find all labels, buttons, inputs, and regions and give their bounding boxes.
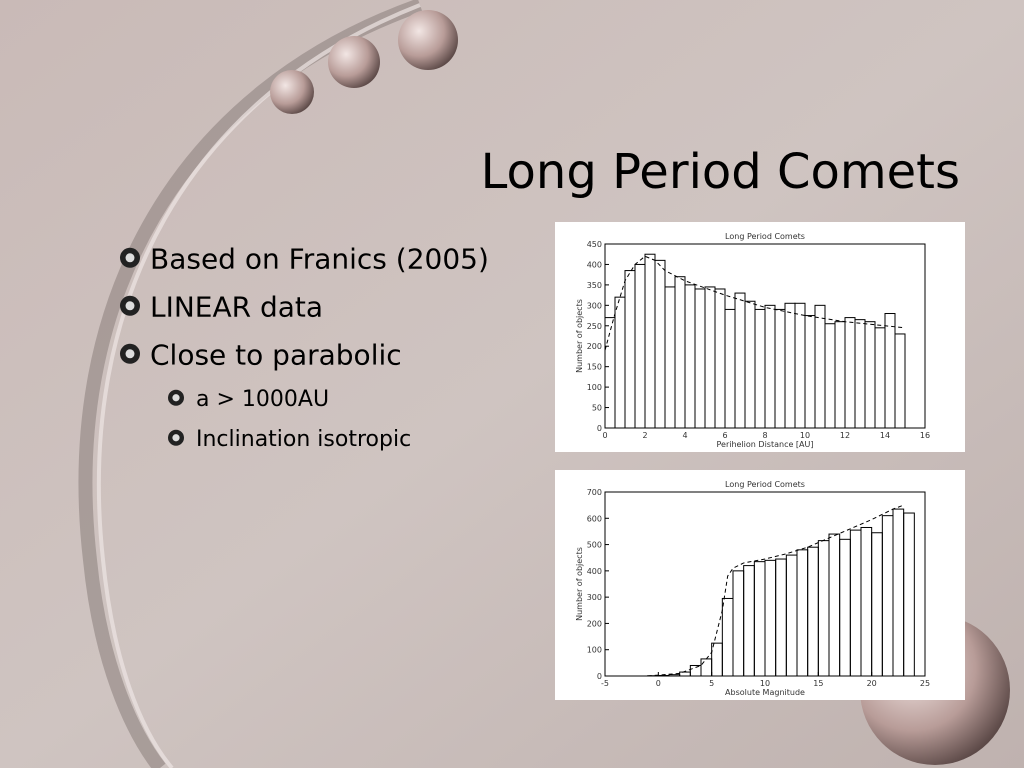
y-tick-label: 450 [587, 240, 602, 249]
y-tick-label: 200 [587, 619, 602, 628]
bullet-text: Inclination isotropic [196, 427, 411, 452]
y-tick-label: 400 [587, 567, 602, 576]
plot-frame [604, 243, 926, 429]
x-tick-label: 8 [762, 431, 767, 440]
x-tick-label: 12 [840, 431, 850, 440]
y-tick-label: 50 [592, 404, 602, 413]
y-tick-label: 200 [587, 342, 602, 351]
arc [78, 0, 423, 768]
bullet-text: Close to parabolic [150, 338, 402, 371]
bullet-list: Based on Franics (2005) LINEAR data Close … [120, 242, 489, 452]
x-tick-label: 10 [800, 431, 810, 440]
y-tick-label: 350 [587, 281, 602, 290]
bullet-text: LINEAR data [150, 290, 323, 323]
x-tick-label: 0 [602, 431, 607, 440]
x-tick-label: 25 [920, 679, 930, 688]
y-tick-label: 700 [587, 488, 602, 497]
y-tick-label: 400 [587, 260, 602, 269]
x-tick-label: 2 [642, 431, 647, 440]
bullet-icon-hole [125, 253, 135, 263]
chart-title: Long Period Comets [725, 232, 805, 241]
x-tick-label: 10 [760, 679, 770, 688]
y-tick-label: 300 [587, 593, 602, 602]
ball [270, 70, 314, 114]
x-tick-label: -5 [601, 679, 609, 688]
ball [328, 36, 380, 88]
x-tick-label: 15 [813, 679, 823, 688]
x-axis-label: Perihelion Distance [AU] [716, 440, 813, 449]
chart-background [555, 470, 965, 700]
y-tick-label: 0 [597, 424, 602, 433]
x-tick-label: 16 [920, 431, 930, 440]
chart-background [555, 222, 965, 452]
x-tick-label: 5 [709, 679, 714, 688]
x-tick-label: 6 [722, 431, 727, 440]
chart: Long Period Comets-5 0 5 10 15 20 250100200300… [555, 470, 965, 700]
y-axis-label: Number of objects [575, 299, 584, 373]
plot-frame [604, 491, 926, 677]
x-tick-label: 0 [656, 679, 661, 688]
fit-line [647, 504, 904, 677]
bullet-icon-hole [125, 349, 135, 359]
slide-title: Long Period Comets [481, 144, 960, 200]
y-tick-label: 600 [587, 514, 602, 523]
x-tick-label: 4 [682, 431, 687, 440]
bullet-text: a > 1000AU [196, 387, 329, 412]
bullet-text: Based on Franics (2005) [150, 242, 489, 275]
y-tick-label: 100 [587, 383, 602, 392]
ball [398, 10, 458, 70]
bullet-icon-hole [172, 394, 180, 402]
x-tick-label: 20 [867, 679, 877, 688]
y-tick-label: 100 [587, 646, 602, 655]
y-axis-label: Number of objects [575, 547, 584, 621]
y-tick-label: 150 [587, 363, 602, 372]
y-tick-label: 300 [587, 301, 602, 310]
x-axis-label: Absolute Magnitude [725, 688, 805, 697]
y-tick-label: 0 [597, 672, 602, 681]
chart-title: Long Period Comets [725, 480, 805, 489]
x-tick-label: 14 [880, 431, 890, 440]
bullet-icon-hole [125, 301, 135, 311]
fit-line [604, 255, 906, 351]
bullet-icon-hole [172, 434, 180, 442]
y-tick-label: 250 [587, 322, 602, 331]
y-tick-label: 500 [587, 541, 602, 550]
arc-highlight [96, 3, 421, 768]
chart: Long Period Comets 0 2 4 6 8 10 12 14 16 0 50 100 150… [555, 222, 965, 452]
